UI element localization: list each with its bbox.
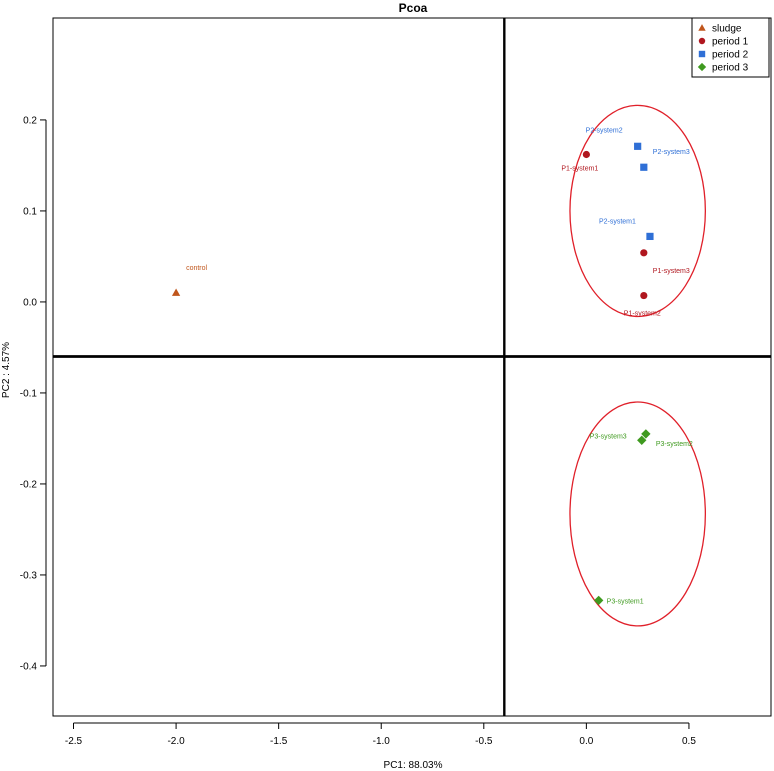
x-tick-label: -2.5 [65, 736, 83, 747]
point-label-P2-system3: P2-system3 [653, 149, 690, 156]
point-label-P3-system1: P3-system1 [607, 598, 644, 605]
point-P2-system1 [646, 232, 654, 241]
point-label-P3-system3: P3-system3 [590, 433, 627, 440]
point-P2-system2 [634, 142, 642, 150]
x-tick-label: -0.5 [475, 736, 493, 747]
point-label-P3-system2: P3-system2 [656, 441, 693, 448]
x-tick-label: 0.0 [579, 736, 593, 747]
point-P2-system3 [640, 163, 648, 171]
ellipse-period-1 [569, 104, 707, 318]
point-P3-system2 [641, 429, 651, 439]
plot-frame [52, 17, 772, 717]
point-label-P1-system2: P1-system2 [624, 311, 661, 318]
point-P3-system1 [594, 595, 604, 606]
point-label-P2-system1: P2-system1 [599, 218, 636, 225]
legend-label-period-3: period 3 [712, 63, 749, 74]
y-axis: 0.2 0.1 0.0 -0.1 -0.2 -0.3 -0.4 [20, 115, 47, 672]
legend-box [691, 17, 770, 78]
legend-marker-sludge [698, 24, 706, 31]
legend-marker-period-2 [698, 50, 706, 58]
legend-label-sludge: sludge [712, 24, 742, 35]
x-axis-title: PC1: 88.03% [384, 760, 443, 771]
x-tick-label: -2.0 [167, 736, 185, 747]
legend-marker-period-3 [697, 62, 707, 72]
ellipses-layer [569, 104, 707, 627]
y-tick-label: -0.4 [20, 661, 38, 672]
points-layer: control P1-system1 P1-system3 P1-system2 P2-… [171, 127, 693, 606]
point-P1-system3 [640, 249, 648, 257]
legend-label-period-2: period 2 [712, 50, 749, 61]
point-label-P1-system1: P1-system1 [561, 166, 598, 173]
x-tick-label: -1.5 [270, 736, 288, 747]
y-tick-label: -0.3 [20, 570, 38, 581]
legend-label-period-1: period 1 [712, 37, 749, 48]
point-control [171, 288, 181, 296]
y-tick-label: 0.1 [23, 206, 37, 217]
point-P1-system2 [640, 291, 648, 300]
point-label-control: control [186, 265, 207, 272]
y-tick-label: 0.2 [23, 115, 37, 126]
point-P3-system3 [637, 435, 647, 445]
x-tick-label: -1.0 [373, 736, 391, 747]
ellipse-period-3 [569, 401, 707, 627]
legend: sludge period 1 period 2 period 3 [691, 17, 770, 78]
legend-marker-period-1 [698, 37, 706, 45]
y-tick-label: -0.2 [20, 479, 38, 490]
y-tick-label: -0.1 [20, 388, 38, 399]
point-label-P2-system2: P2-system2 [586, 127, 623, 134]
x-axis: -2.5 -2.0 -1.5 -1.0 -0.5 0.0 0.5 [65, 722, 696, 747]
y-axis-title: PC2 : 4.57% [1, 342, 12, 398]
y-tick-label: 0.0 [23, 297, 37, 308]
reference-lines [53, 18, 771, 716]
point-label-P1-system3: P1-system3 [653, 268, 690, 275]
x-tick-label: 0.5 [682, 736, 696, 747]
point-P1-system1 [582, 150, 590, 159]
chart-title: Pcoa [399, 1, 428, 15]
